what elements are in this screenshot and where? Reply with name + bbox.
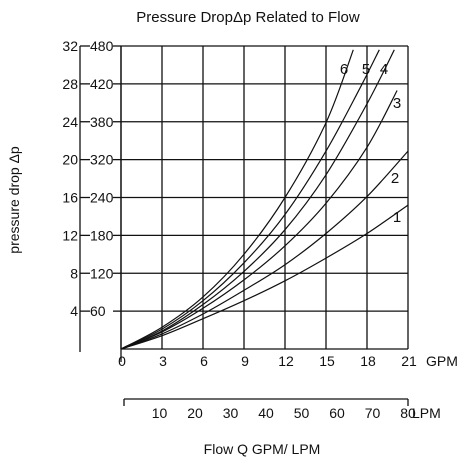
x-unit-gpm: GPM [426,353,458,369]
y-tick-label-inner: 420 [90,76,114,92]
x-tick-label-lpm: 80 [400,405,416,421]
series-line-1 [120,204,409,350]
y-tick-label-inner: 120 [90,265,114,281]
x-tick-label-lpm: 20 [187,405,203,421]
series-line-5 [120,49,380,350]
x-tick-label-gpm: 0 [118,353,126,369]
y-tick-label-outer: 12 [62,227,78,243]
grid [120,45,409,350]
x-tick-label-lpm: 50 [294,405,310,421]
series-label-5: 5 [362,61,370,78]
x-tick-label-lpm: 70 [365,405,381,421]
x-axis-label: Flow Q GPM/ LPM [204,441,321,457]
x-tick-label-gpm: 21 [401,353,417,369]
chart-title: Pressure DropΔp Related to Flow [136,9,360,26]
x-tick-label-gpm: 3 [159,353,167,369]
y-tick-label-inner: 240 [90,190,114,206]
x-tick-label-lpm: 40 [258,405,274,421]
x-tick-label-lpm: 60 [329,405,345,421]
series-label-4: 4 [380,61,388,78]
x-tick-label-gpm: 18 [360,353,376,369]
y-tick-label-inner: 480 [90,38,114,54]
x-tick-label-gpm: 6 [200,353,208,369]
y-tick-label-outer: 20 [62,152,78,168]
y-tick-label-outer: 28 [62,76,78,92]
x-tick-label-lpm: 30 [223,405,239,421]
x-tick-label-gpm: 9 [241,353,249,369]
y-tick-label-inner: 180 [90,227,114,243]
axes [79,45,409,406]
y-tick-label-outer: 8 [70,265,78,281]
y-tick-label-inner: 380 [90,114,114,130]
y-tick-label-inner: 60 [90,303,106,319]
y-tick-label-outer: 4 [70,303,78,319]
series-line-2 [120,150,409,350]
y-tick-label-inner: 320 [90,152,114,168]
y-tick-label-outer: 16 [62,190,78,206]
x-tick-label-lpm: 10 [152,405,168,421]
series-line-3 [120,90,398,350]
series-label-6: 6 [340,61,348,78]
series-line-6 [120,49,354,350]
x-unit-lpm: LPM [412,405,441,421]
y-tick-label-outer: 24 [62,114,78,130]
y-tick-label-outer: 32 [62,38,78,54]
series-label-2: 2 [391,170,399,187]
series-line-4 [120,49,395,350]
series-label-3: 3 [393,95,401,112]
series-lines [120,49,409,350]
x-tick-label-gpm: 15 [319,353,335,369]
x-tick-label-gpm: 12 [278,353,294,369]
series-label-1: 1 [393,209,401,226]
y-axis-label: pressure drop Δp [6,146,22,254]
